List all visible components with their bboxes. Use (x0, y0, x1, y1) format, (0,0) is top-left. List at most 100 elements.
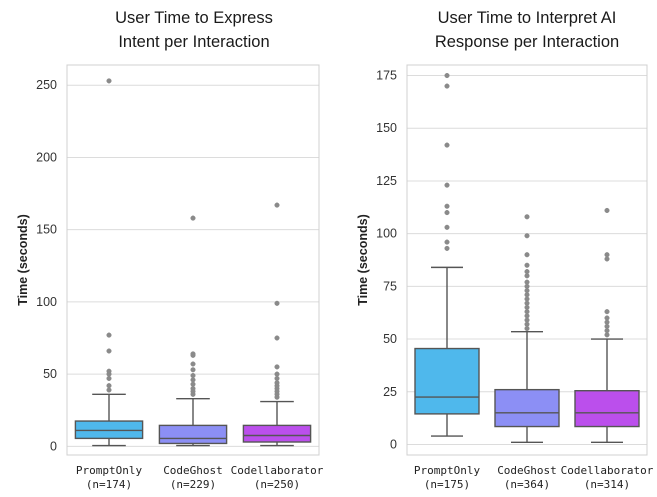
outlier-point (274, 364, 280, 370)
x-tick-count: (n=174) (86, 478, 132, 491)
y-axis-label: Time (seconds) (16, 214, 30, 305)
outlier-point (190, 215, 196, 221)
outlier-point (524, 325, 530, 332)
y-tick-label: 150 (36, 223, 57, 237)
outlier-point (524, 304, 530, 310)
x-tick-count: (n=364) (504, 478, 550, 491)
outlier-point (190, 361, 196, 367)
outlier-point (604, 207, 610, 214)
outlier-point (274, 202, 280, 208)
outlier-point (444, 203, 450, 209)
x-tick-label: Codellaborator (561, 464, 654, 477)
chart-panel-express-intent: User Time to Express Intent per Interacti… (16, 9, 324, 491)
x-tick-label: PromptOnly (414, 464, 481, 477)
outlier-point (524, 309, 530, 315)
outlier-point (274, 380, 280, 386)
y-tick-label: 25 (383, 385, 397, 399)
x-tick-label: CodeGhost (163, 464, 223, 477)
y-tick-label: 0 (50, 439, 57, 453)
outlier-point (524, 273, 530, 279)
outlier-point (524, 300, 530, 306)
y-tick-label: 0 (390, 437, 397, 451)
y-tick-label: 50 (383, 332, 397, 346)
outlier-point (524, 296, 530, 302)
x-tick-label: PromptOnly (76, 464, 143, 477)
outlier-point (106, 387, 112, 393)
outlier-point (190, 351, 196, 357)
outlier-point (274, 335, 280, 341)
y-tick-label: 200 (36, 150, 57, 164)
outlier-point (106, 348, 112, 354)
box-codeghost (158, 215, 228, 447)
outlier-point (604, 256, 610, 262)
x-tick-count: (n=314) (584, 478, 630, 491)
iqr-box (494, 388, 560, 428)
outlier-point (524, 317, 530, 323)
box-promptonly (414, 72, 480, 437)
outlier-point (524, 283, 530, 289)
plot-frame (406, 64, 648, 456)
outlier-point (106, 383, 112, 389)
outlier-point (604, 309, 610, 315)
outlier-point (190, 377, 196, 383)
outlier-point (274, 300, 280, 306)
outlier-point (604, 332, 610, 338)
chart-title-line-2: Response per Interaction (435, 33, 619, 51)
box-codellaborator (574, 207, 640, 444)
iqr-box (574, 390, 640, 428)
outlier-point (444, 245, 450, 251)
outlier-point (444, 72, 450, 79)
outlier-point (524, 313, 530, 319)
outlier-point (106, 332, 112, 338)
outlier-point (604, 315, 610, 321)
outlier-point (524, 233, 530, 239)
y-tick-label: 75 (383, 279, 397, 293)
y-tick-label: 175 (376, 69, 397, 83)
x-tick-count: (n=229) (170, 478, 216, 491)
outlier-point (524, 262, 530, 268)
outlier-point (444, 83, 450, 89)
outlier-point (274, 375, 280, 381)
outlier-point (444, 239, 450, 245)
iqr-box (74, 420, 144, 440)
box-codeghost (494, 214, 560, 444)
outlier-point (444, 182, 450, 188)
iqr-box (242, 424, 312, 443)
outlier-point (604, 323, 610, 329)
outlier-point (190, 373, 196, 379)
box-codellaborator (242, 202, 312, 447)
outlier-point (190, 381, 196, 387)
outlier-point (444, 142, 450, 148)
outlier-point (524, 279, 530, 285)
outlier-point (524, 252, 530, 258)
outlier-point (190, 367, 196, 373)
x-tick-count: (n=175) (424, 478, 470, 491)
y-tick-label: 125 (376, 174, 397, 188)
x-tick-count: (n=250) (254, 478, 300, 491)
y-tick-label: 100 (376, 227, 397, 241)
y-tick-label: 250 (36, 78, 57, 92)
chart-title-line-2: Intent per Interaction (118, 33, 269, 51)
outlier-point (444, 224, 450, 230)
outlier-point (106, 78, 112, 84)
outlier-point (524, 214, 530, 220)
outlier-point (524, 288, 530, 294)
iqr-box (414, 347, 480, 415)
outlier-point (524, 269, 530, 275)
outlier-point (444, 210, 450, 216)
chart-panel-interpret-response: User Time to Interpret AI Response per In… (356, 9, 654, 491)
y-tick-label: 100 (36, 295, 57, 309)
outlier-point (524, 292, 530, 298)
outlier-point (190, 386, 196, 392)
outlier-point (604, 252, 610, 258)
x-tick-label: CodeGhost (497, 464, 557, 477)
y-tick-label: 150 (376, 121, 397, 135)
outlier-point (604, 328, 610, 334)
chart-title-line-1: User Time to Interpret AI (438, 9, 617, 27)
box-promptonly (74, 78, 144, 447)
y-tick-label: 50 (43, 367, 57, 381)
outlier-point (604, 319, 610, 325)
chart-title-line-1: User Time to Express (115, 9, 273, 27)
outlier-point (524, 321, 530, 327)
